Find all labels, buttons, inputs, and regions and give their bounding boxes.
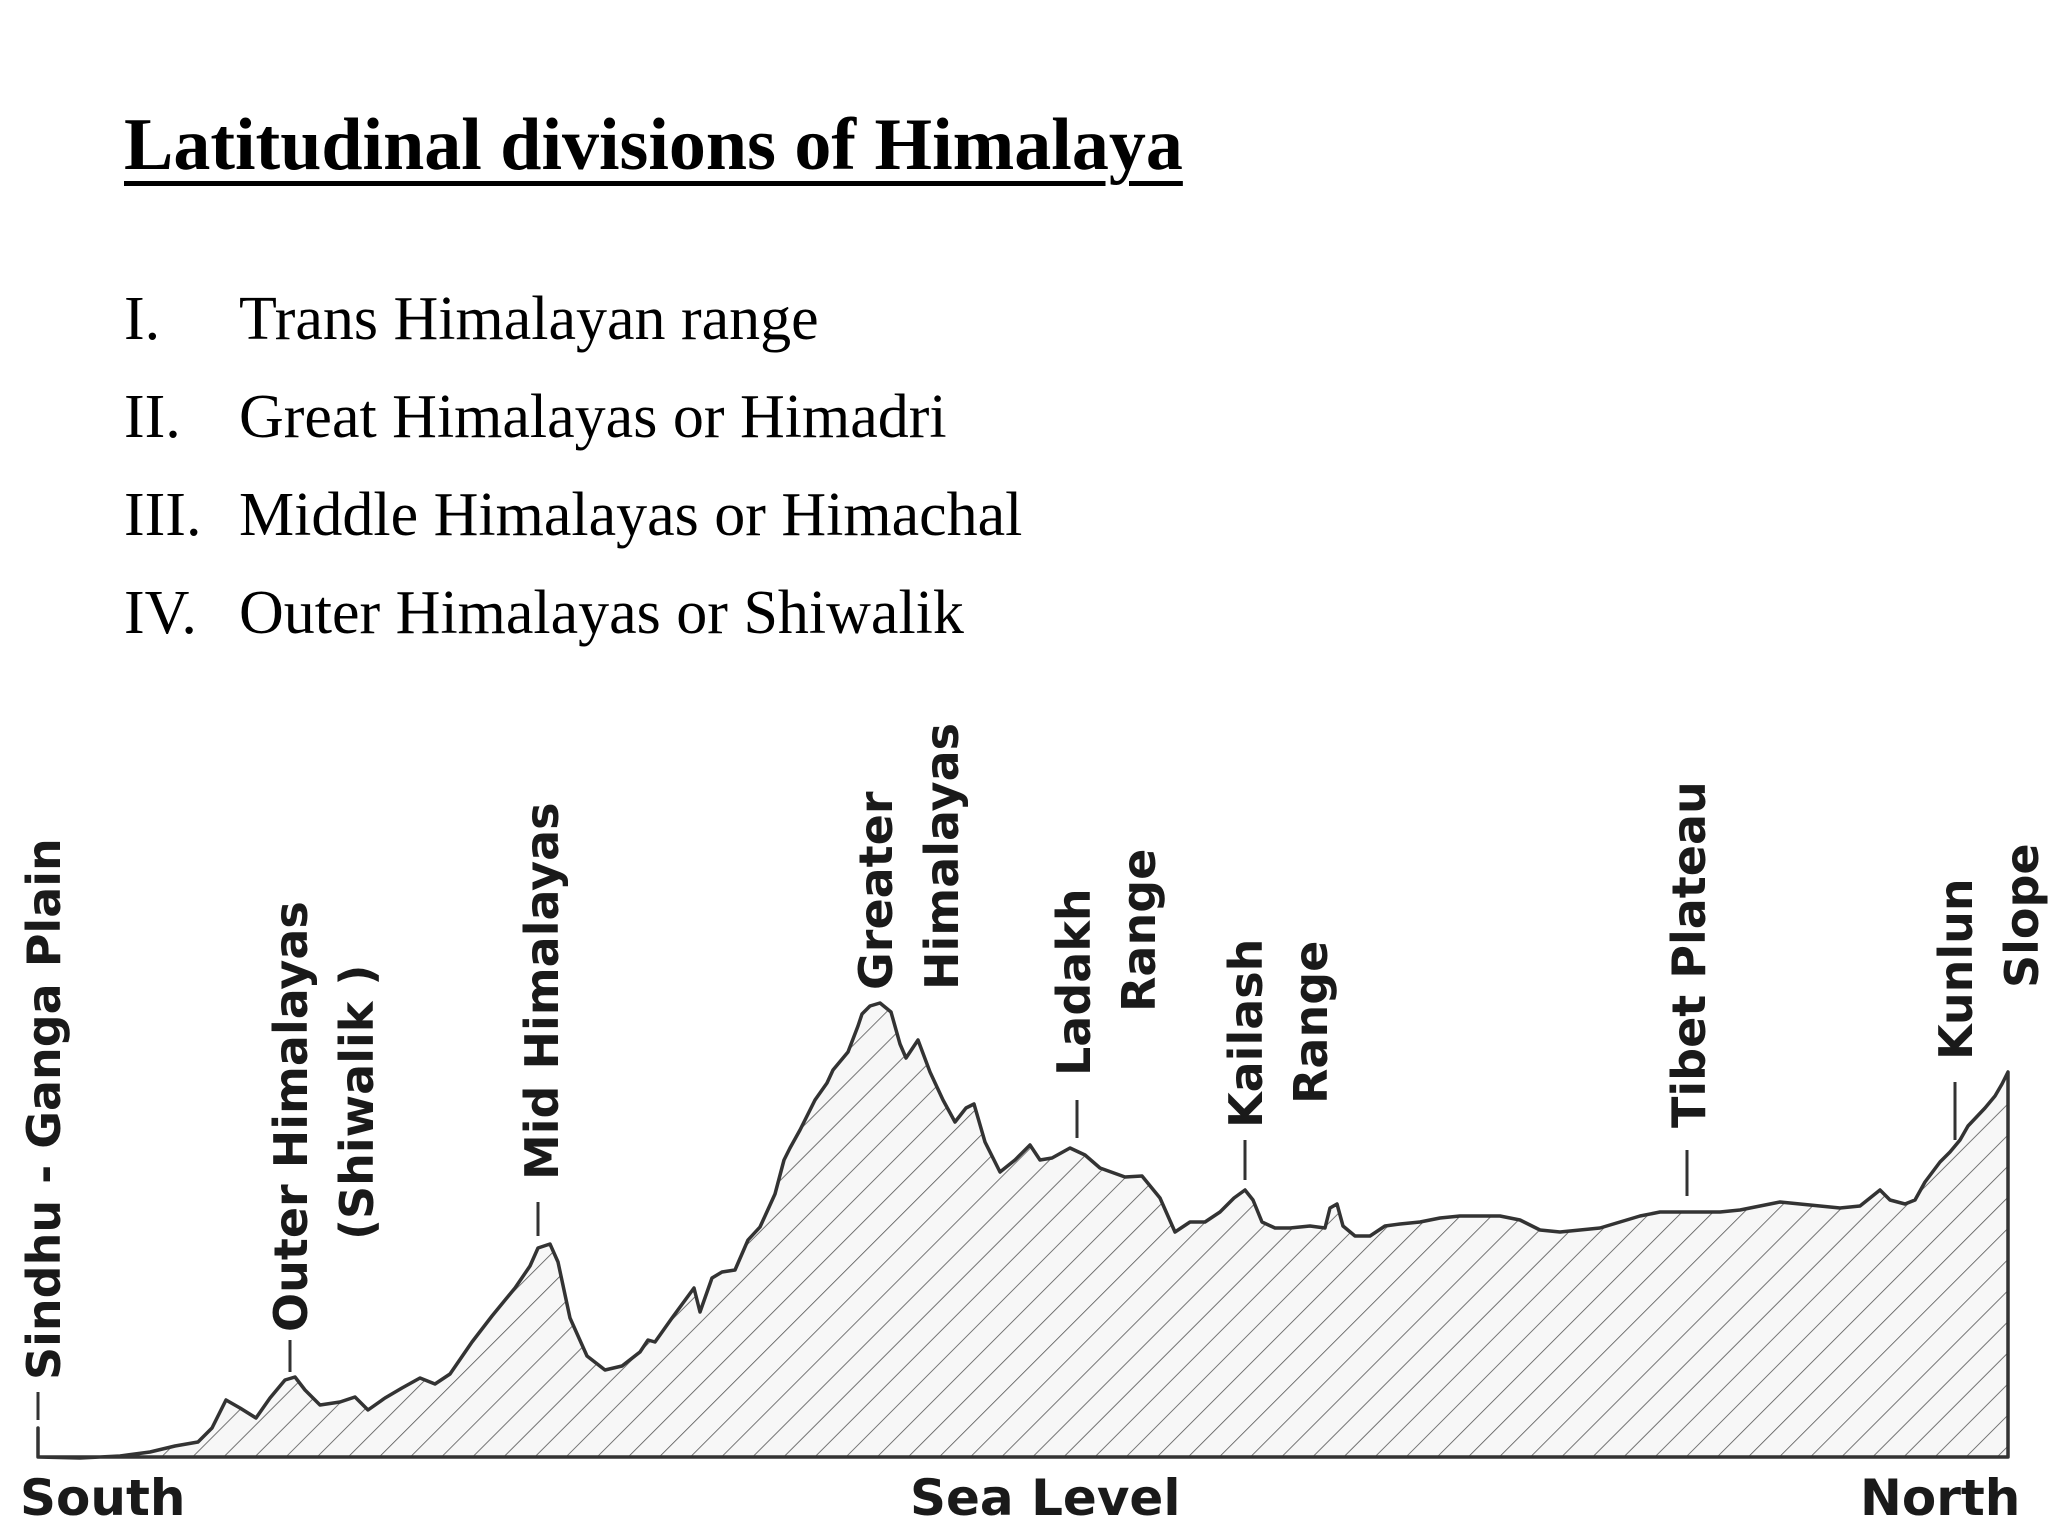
label-kailash: Kailash (1219, 939, 1273, 1128)
division-numeral: IV. (124, 578, 197, 647)
label-kunlun-slope: Slope (1995, 843, 2048, 988)
slide-title: Latitudinal divisions of Himalaya (124, 104, 1183, 186)
label-kunlun: Kunlun (1929, 878, 1983, 1060)
label-mid-himalayas: Mid Himalayas (515, 802, 569, 1180)
division-numeral: I. (124, 284, 161, 353)
label-kailash-range: Range (1284, 941, 1338, 1104)
division-item: II. Great Himalayas or Himadri (124, 368, 1022, 466)
division-item: III. Middle Himalayas or Himachal (124, 466, 1022, 564)
label-tibet-plateau: Tibet Plateau (1662, 781, 1716, 1128)
himalaya-cross-section-diagram: Sindhu - Ganga Plain Outer Himalayas (Sh… (17, 723, 2048, 1527)
axis-label-north: North (1860, 1469, 2020, 1527)
label-outer-himalayas: Outer Himalayas (264, 901, 318, 1332)
division-name: Outer Himalayas or Shiwalik (239, 578, 964, 647)
leader-ticks (36, 1082, 1957, 1420)
division-name: Middle Himalayas or Himachal (239, 480, 1023, 549)
label-shiwalik: (Shiwalik ) (330, 965, 384, 1240)
axis-label-sea-level: Sea Level (910, 1469, 1180, 1527)
axis-label-south: South (20, 1469, 185, 1527)
division-item: I. Trans Himalayan range (124, 270, 1022, 368)
label-sindhu-ganga-plain: Sindhu - Ganga Plain (17, 838, 71, 1380)
terrain-profile (36, 1001, 2010, 1460)
label-ladakh: Ladakh (1047, 888, 1101, 1076)
label-ladakh-range: Range (1112, 849, 1166, 1012)
divisions-list: I. Trans Himalayan range II. Great Himal… (124, 270, 1022, 662)
division-numeral: II. (124, 382, 181, 451)
label-greater: Greater (849, 791, 903, 990)
division-numeral: III. (124, 480, 202, 549)
label-greater-himalayas: Himalayas (915, 723, 969, 990)
division-item: IV. Outer Himalayas or Shiwalik (124, 564, 1022, 662)
division-name: Great Himalayas or Himadri (239, 382, 947, 451)
division-name: Trans Himalayan range (239, 284, 819, 353)
